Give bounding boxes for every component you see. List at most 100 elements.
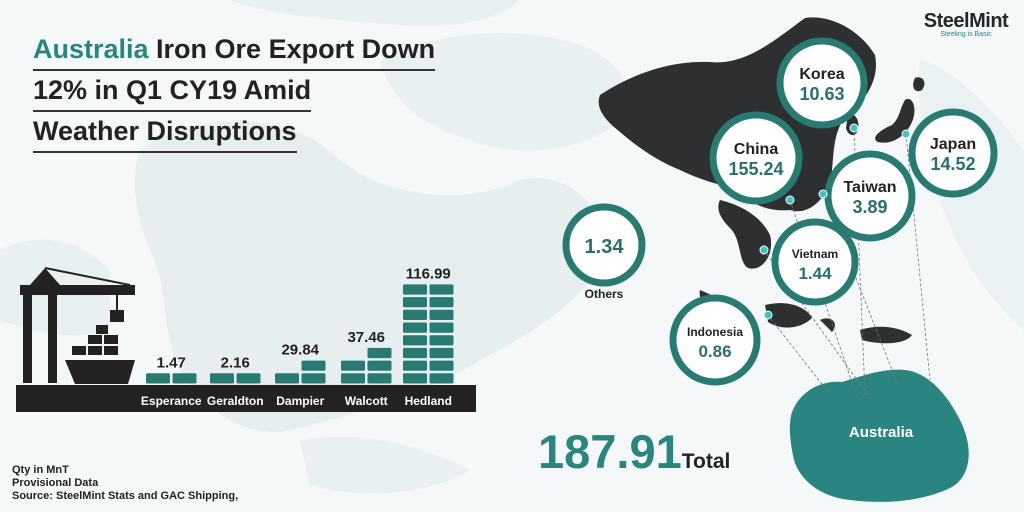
port-bar-block	[146, 373, 170, 384]
bubble-name: China	[734, 141, 779, 158]
location-dot	[759, 245, 769, 255]
port-value-label: 116.99	[406, 265, 451, 282]
port-bar-esperance: 1.47 Esperance	[141, 354, 202, 408]
port-value-label: 37.46	[347, 329, 385, 346]
title-highlight: Australia	[33, 34, 149, 64]
connector-line-taiwan	[822, 193, 899, 386]
port-category-label: Esperance	[141, 394, 202, 408]
port-value-label: 29.84	[281, 342, 319, 359]
total-value: 187.91	[538, 425, 682, 478]
total-label: Total	[681, 450, 731, 473]
steelmint-logo: SteelMint Steeling is Basic	[918, 10, 1014, 38]
destination-bubbles: Korea10.63China155.24Japan14.52Taiwan3.8…	[562, 37, 998, 386]
port-category-label: Walcott	[345, 394, 388, 408]
port-bar-block	[236, 373, 261, 384]
bubble-indonesia: Indonesia 0.86	[669, 294, 773, 386]
port-bar-block	[429, 322, 454, 333]
port-bar-block	[429, 360, 454, 371]
port-bar-block	[172, 373, 197, 384]
bubble-name: Indonesia	[687, 325, 743, 339]
total-exports: 187.91Total	[538, 424, 730, 479]
bubble-others: 1.34 Others	[562, 203, 646, 301]
logo-tagline: Steeling is Basic	[940, 31, 992, 38]
port-bar-block	[301, 373, 326, 384]
port-bar-block	[275, 373, 299, 384]
location-dot	[901, 129, 911, 139]
logo-name: SteelMint	[923, 10, 1009, 32]
bubble-value: 10.63	[799, 84, 844, 104]
bubble-value: 14.52	[930, 154, 975, 174]
port-base	[16, 385, 476, 412]
bubble-value: 3.89	[852, 197, 887, 217]
bubble-ring	[771, 218, 859, 306]
location-dot	[818, 189, 828, 199]
location-dot	[763, 310, 773, 320]
bubble-name: Vietnam	[792, 247, 838, 261]
port-bar-block	[403, 309, 427, 320]
ship-icon	[65, 325, 135, 384]
bubble-value: 0.86	[698, 342, 731, 361]
bubble-value: 1.44	[798, 264, 832, 283]
port-bar-block	[429, 284, 454, 295]
bubble-ring	[776, 37, 868, 129]
port-bar-dampier: 29.84 Dampier	[275, 342, 326, 408]
note-provisional: Provisional Data	[12, 477, 99, 489]
location-dot	[785, 195, 795, 205]
bubble-value: 155.24	[728, 159, 783, 179]
port-bar-block	[403, 347, 427, 359]
title-line-3: Weather Disruptions	[33, 112, 297, 153]
port-category-label: Hedland	[405, 394, 452, 408]
location-dot	[849, 123, 859, 133]
japan-map-shape	[875, 77, 925, 143]
bubble-ring	[709, 111, 803, 205]
port-crane-ship-icon	[16, 267, 476, 412]
indonesia-map-shape	[699, 290, 912, 344]
australia-label: Australia	[849, 424, 914, 441]
port-value-label: 2.16	[221, 354, 250, 371]
bubble-ring	[562, 203, 646, 287]
bubble-name: Korea	[799, 66, 844, 83]
port-bar-block	[341, 373, 365, 384]
port-bar-block	[403, 373, 427, 384]
port-bar-block	[403, 322, 427, 333]
port-bar-block	[367, 347, 392, 359]
port-bar-geraldton: 2.16 Geraldton	[207, 354, 264, 408]
port-bar-block	[403, 360, 427, 371]
page-title: Australia Iron Ore Export Down 12% in Q1…	[33, 30, 493, 153]
port-bar-block	[429, 347, 454, 359]
crane-icon	[20, 267, 135, 383]
connector-line-korea	[853, 127, 866, 396]
port-bar-hedland: 116.99 Hedland	[403, 265, 454, 408]
bubble-vietnam: Vietnam 1.44	[759, 218, 859, 306]
bubble-name: Taiwan	[843, 179, 896, 196]
port-bar-block	[403, 284, 427, 295]
australia-map-shape	[789, 369, 969, 502]
port-bar-block	[301, 360, 326, 371]
port-bar-block	[403, 297, 427, 308]
port-bar-block	[429, 373, 454, 384]
note-unit: Qty in MnT	[12, 464, 69, 476]
bubble-value: 1.34	[585, 236, 625, 258]
source-notes: Qty in MnT Provisional Data Source: Stee…	[12, 464, 238, 503]
port-bar-block	[429, 309, 454, 320]
bubble-ring	[669, 294, 761, 386]
note-source: Source: SteelMint Stats and GAC Shipping…	[12, 490, 239, 502]
bubble-name: Japan	[930, 136, 976, 153]
bubble-ring	[824, 150, 916, 242]
port-exports-bar-chart: 1.47 Esperance 2.16 Geraldton 29.84 Dampier 37…	[141, 265, 454, 408]
port-bar-walcott: 37.46 Walcott	[341, 329, 392, 408]
southeast-asia-map-shape	[718, 200, 772, 269]
connector-line-indonesia	[767, 314, 829, 393]
bubble-ring	[908, 108, 998, 198]
port-bar-block	[429, 297, 454, 308]
port-value-label: 1.47	[157, 354, 186, 371]
port-bar-block	[341, 360, 365, 371]
port-category-label: Geraldton	[207, 394, 264, 408]
port-category-label: Dampier	[276, 394, 324, 408]
title-line-2: 12% in Q1 CY19 Amid	[33, 71, 312, 112]
